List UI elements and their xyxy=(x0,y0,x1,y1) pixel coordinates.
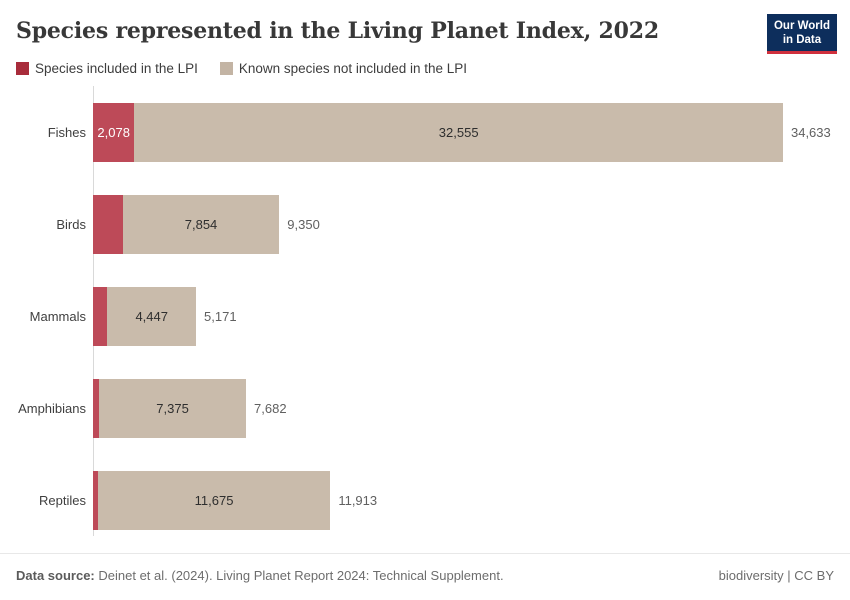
segment-value-label: 7,854 xyxy=(184,216,218,232)
chart-footer: Data source: Deinet et al. (2024). Livin… xyxy=(0,553,850,583)
data-source-text: Deinet et al. (2024). Living Planet Repo… xyxy=(98,568,504,583)
bar-birds: 7,854 9,350 xyxy=(93,194,850,254)
bar-segment-known-mammals[interactable]: 4,447 xyxy=(107,286,197,346)
bar-segment-lpi-mammals[interactable] xyxy=(93,286,108,346)
bar-row-reptiles: Reptiles 11,675 11,913 xyxy=(0,454,850,546)
bar-amphibians: 7,375 7,682 xyxy=(93,378,850,438)
legend-label-known: Known species not included in the LPI xyxy=(238,61,468,76)
bar-reptiles: 11,675 11,913 xyxy=(93,470,850,530)
owid-logo-line2: in Data xyxy=(782,34,822,47)
legend-item-lpi[interactable]: Species included in the LPI xyxy=(16,61,198,76)
chart-legend: Species included in the LPI Known specie… xyxy=(16,61,834,76)
segment-value-label: 11,675 xyxy=(194,492,234,508)
total-value-label: 11,913 xyxy=(338,492,378,508)
chart-title: Species represented in the Living Planet… xyxy=(16,18,659,44)
total-value-label: 34,633 xyxy=(790,124,831,140)
bar-row-fishes: Fishes 2,078 32,555 34,633 xyxy=(0,86,850,178)
license-credit: biodiversity | CC BY xyxy=(718,568,834,583)
bar-segment-known-fishes[interactable]: 32,555 xyxy=(134,102,783,162)
segment-value-label: 2,078 xyxy=(97,124,130,140)
bar-row-amphibians: Amphibians 7,375 7,682 xyxy=(0,362,850,454)
bar-segment-lpi-fishes[interactable]: 2,078 xyxy=(93,102,135,162)
bar-row-birds: Birds 7,854 9,350 xyxy=(0,178,850,270)
total-value-label: 9,350 xyxy=(287,216,320,232)
category-label-reptiles: Reptiles xyxy=(39,492,86,508)
bar-chart: Fishes 2,078 32,555 34,633 Birds 7,854 9,350 Ma… xyxy=(0,86,850,546)
legend-swatch-lpi-icon xyxy=(16,62,29,75)
chart-header: Species represented in the Living Planet… xyxy=(0,0,850,44)
bar-segment-lpi-amphibians[interactable] xyxy=(93,378,100,438)
bar-segment-lpi-reptiles[interactable] xyxy=(93,470,98,530)
bar-mammals: 4,447 5,171 xyxy=(93,286,850,346)
category-label-amphibians: Amphibians xyxy=(18,400,86,416)
category-label-fishes: Fishes xyxy=(47,124,86,140)
legend-item-known[interactable]: Known species not included in the LPI xyxy=(219,61,468,76)
bar-segment-lpi-birds[interactable] xyxy=(93,194,123,254)
segment-value-label: 32,555 xyxy=(438,124,479,140)
bar-segment-known-reptiles[interactable]: 11,675 xyxy=(97,470,331,530)
owid-logo-line1: Our World xyxy=(773,20,830,32)
category-label-mammals: Mammals xyxy=(29,308,86,324)
total-value-label: 7,682 xyxy=(254,400,287,416)
bar-segment-known-birds[interactable]: 7,854 xyxy=(122,194,280,254)
bar-fishes: 2,078 32,555 34,633 xyxy=(93,102,850,162)
segment-value-label: 4,447 xyxy=(135,308,168,324)
owid-logo[interactable]: Our World in Data xyxy=(766,14,837,55)
bar-row-mammals: Mammals 4,447 5,171 xyxy=(0,270,850,362)
chart-rows: Fishes 2,078 32,555 34,633 Birds 7,854 9,350 Ma… xyxy=(0,86,850,546)
data-source-label: Data source: xyxy=(16,568,95,583)
total-value-label: 5,171 xyxy=(204,308,237,324)
legend-label-lpi: Species included in the LPI xyxy=(35,61,198,76)
category-label-birds: Birds xyxy=(56,216,86,232)
segment-value-label: 7,375 xyxy=(156,400,189,416)
bar-segment-known-amphibians[interactable]: 7,375 xyxy=(99,378,247,438)
data-source: Data source: Deinet et al. (2024). Livin… xyxy=(16,568,504,583)
legend-swatch-known-icon xyxy=(219,62,233,75)
